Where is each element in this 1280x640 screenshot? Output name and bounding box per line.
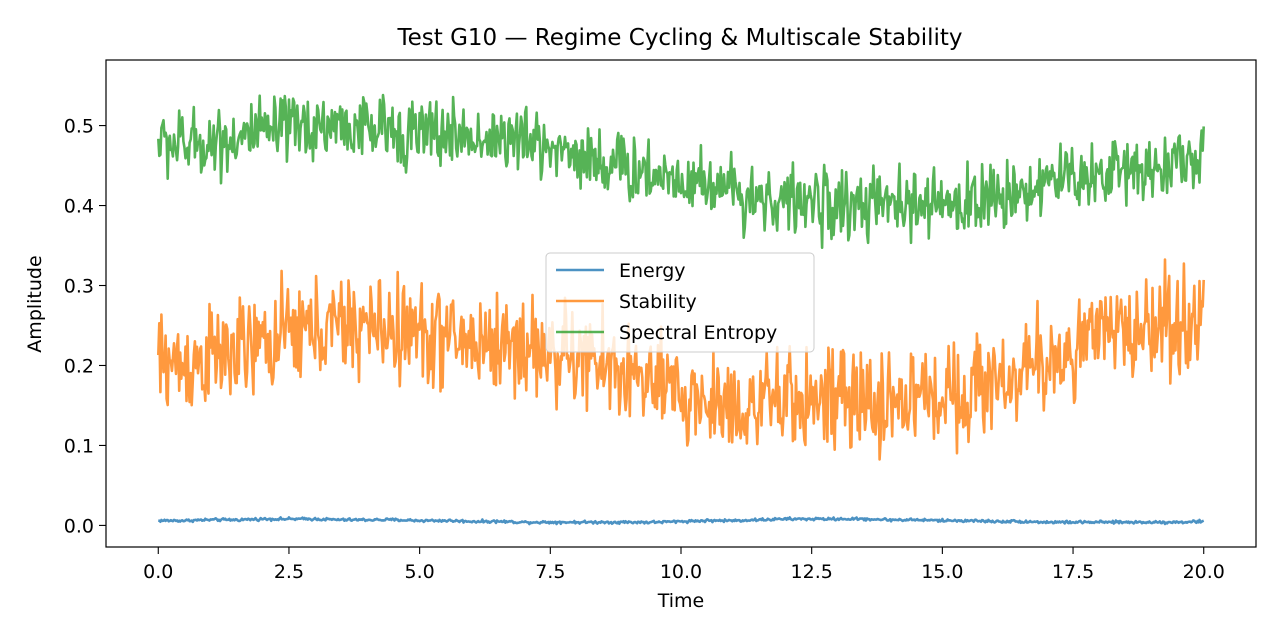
x-tick-label: 2.5 xyxy=(274,561,304,583)
chart-title: Test G10 — Regime Cycling & Multiscale S… xyxy=(396,25,962,51)
x-axis: 0.0 2.5 5.0 7.5 10.0 12.5 15.0 17.5 20.0 xyxy=(143,547,1225,583)
x-tick-label: 15.0 xyxy=(921,561,963,583)
y-tick-label: 0.3 xyxy=(64,276,94,298)
x-tick-label: 10.0 xyxy=(660,561,702,583)
y-tick-label: 0.5 xyxy=(64,116,94,138)
x-tick-label: 20.0 xyxy=(1183,561,1225,583)
x-tick-label: 7.5 xyxy=(535,561,565,583)
legend-items: Energy Stability Spectral Entropy xyxy=(556,260,777,344)
x-tick-label: 5.0 xyxy=(405,561,435,583)
y-axis: 0.0 0.1 0.2 0.3 0.4 0.5 xyxy=(64,116,106,537)
y-tick-label: 0.2 xyxy=(64,355,94,377)
legend: Energy Stability Spectral Entropy xyxy=(545,252,815,353)
legend-label: Stability xyxy=(619,291,697,313)
x-axis-label: Time xyxy=(657,590,705,612)
x-tick-label: 17.5 xyxy=(1052,561,1094,583)
y-tick-label: 0.4 xyxy=(64,196,94,218)
series-line-spectral-entropy xyxy=(157,93,1205,249)
series-line-energy xyxy=(157,516,1205,526)
y-axis-label: Amplitude xyxy=(24,255,46,352)
x-tick-label: 0.0 xyxy=(143,561,173,583)
series-layer xyxy=(157,93,1205,526)
legend-label: Spectral Entropy xyxy=(619,322,777,344)
legend-frame xyxy=(545,252,815,353)
legend-label: Energy xyxy=(619,260,686,282)
y-tick-label: 0.0 xyxy=(64,515,94,537)
x-tick-label: 12.5 xyxy=(791,561,833,583)
y-tick-label: 0.1 xyxy=(64,435,94,457)
series-line-stability xyxy=(157,258,1205,461)
